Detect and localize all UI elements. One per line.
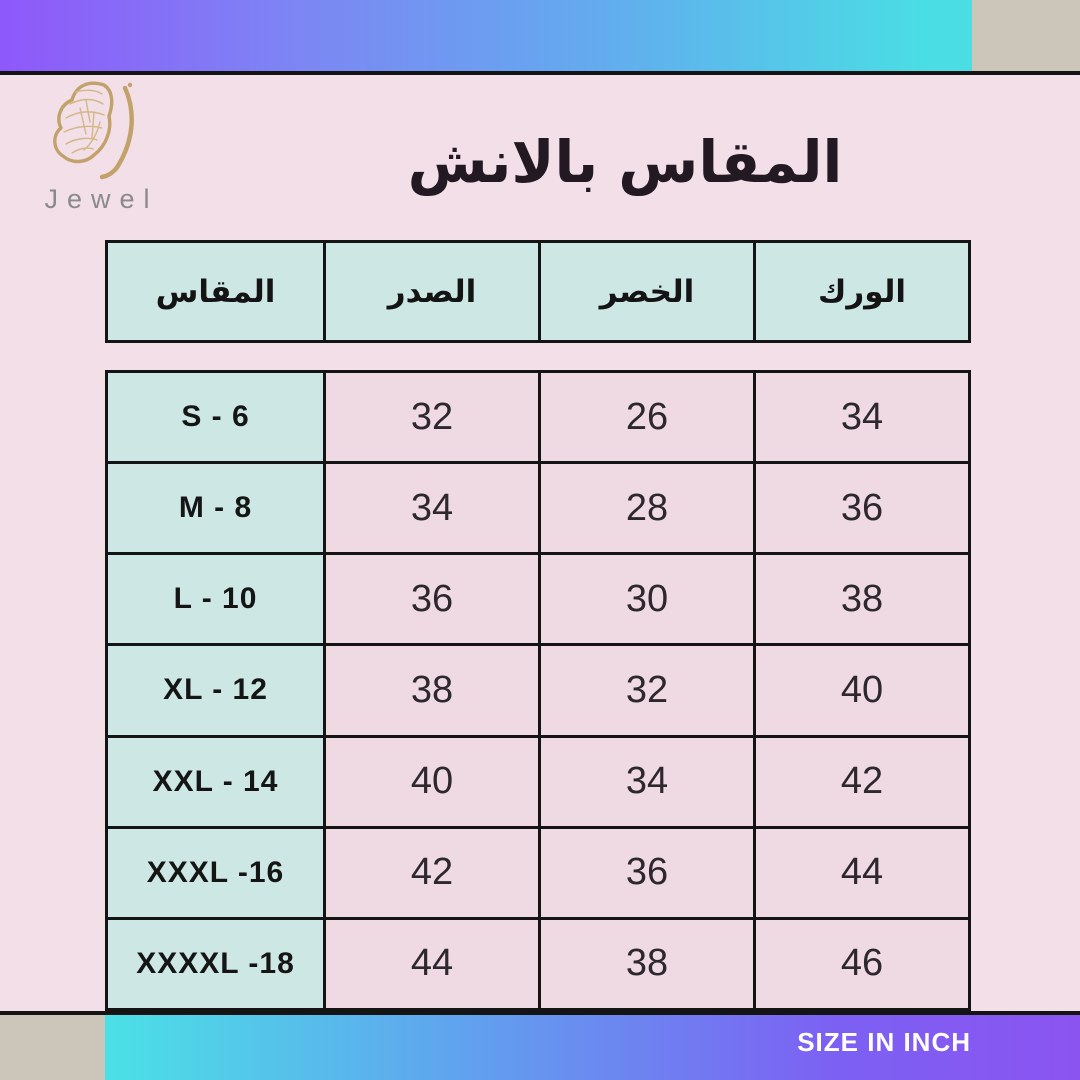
- measurement-value-cell: 34: [323, 464, 538, 553]
- column-header-chest: الصدر: [323, 243, 538, 340]
- footer-label: SIZE IN INCH: [797, 1027, 971, 1057]
- size-label-cell: M - 8: [108, 464, 323, 553]
- measurement-value-cell: 34: [538, 737, 753, 826]
- page-title: المقاس بالانش: [407, 128, 843, 196]
- measurement-value-cell: 38: [753, 555, 968, 644]
- table-row: L - 10 36 30 38: [108, 552, 968, 644]
- table-row: S - 6 32 26 34: [108, 373, 968, 462]
- top-right-corner: [972, 0, 1080, 71]
- column-header-hip: الورك: [753, 243, 968, 340]
- measurement-value-cell: 36: [323, 555, 538, 644]
- table-row: XXXXL -18 44 38 46: [108, 916, 968, 1008]
- size-table-body: S - 6 32 26 34 M - 8 34 28 36 L - 10 36 30 38 XL - 1…: [105, 370, 971, 1011]
- measurement-value-cell: 38: [323, 646, 538, 735]
- measurement-value-cell: 40: [753, 646, 968, 735]
- measurement-value-cell: 34: [753, 373, 968, 462]
- table-row: XXXL -16 42 36 44: [108, 825, 968, 917]
- column-header-size: المقاس: [155, 273, 276, 310]
- measurement-value-cell: 44: [323, 919, 538, 1008]
- measurement-value-cell: 40: [323, 737, 538, 826]
- measurement-value-cell: 42: [323, 828, 538, 917]
- column-header-waist: الخصر: [538, 243, 753, 340]
- bottom-left-corner: [0, 1015, 105, 1080]
- measurement-value-cell: 30: [538, 555, 753, 644]
- table-row: XXL - 14 40 34 42: [108, 734, 968, 826]
- measurement-value-cell: 26: [538, 373, 753, 462]
- measurement-value-cell: 44: [753, 828, 968, 917]
- size-table-header: المقاس الصدر الخصر الورك: [105, 240, 971, 343]
- size-label-cell: XL - 12: [108, 646, 323, 735]
- measurement-value-cell: 42: [753, 737, 968, 826]
- measurement-value-cell: 36: [753, 464, 968, 553]
- size-label-cell: XXL - 14: [108, 737, 323, 826]
- table-row: XL - 12 38 32 40: [108, 643, 968, 735]
- bottom-gradient-bar: [105, 1015, 1080, 1080]
- top-divider-line: [0, 71, 1080, 75]
- brand-logo: Jewel: [22, 78, 172, 215]
- measurement-value-cell: 32: [538, 646, 753, 735]
- butterfly-icon: [53, 81, 134, 180]
- measurement-value-cell: 38: [538, 919, 753, 1008]
- size-label-cell: S - 6: [108, 373, 323, 462]
- measurement-value-cell: 46: [753, 919, 968, 1008]
- measurement-value-cell: 36: [538, 828, 753, 917]
- size-label-cell: XXXL -16: [108, 828, 323, 917]
- size-label-cell: L - 10: [108, 555, 323, 644]
- top-gradient-bar: [0, 0, 972, 71]
- measurement-value-cell: 32: [323, 373, 538, 462]
- size-label-cell: XXXXL -18: [108, 919, 323, 1008]
- table-row: M - 8 34 28 36: [108, 461, 968, 553]
- brand-name: Jewel: [44, 184, 159, 214]
- bottom-divider-line: [0, 1011, 1080, 1015]
- measurement-value-cell: 28: [538, 464, 753, 553]
